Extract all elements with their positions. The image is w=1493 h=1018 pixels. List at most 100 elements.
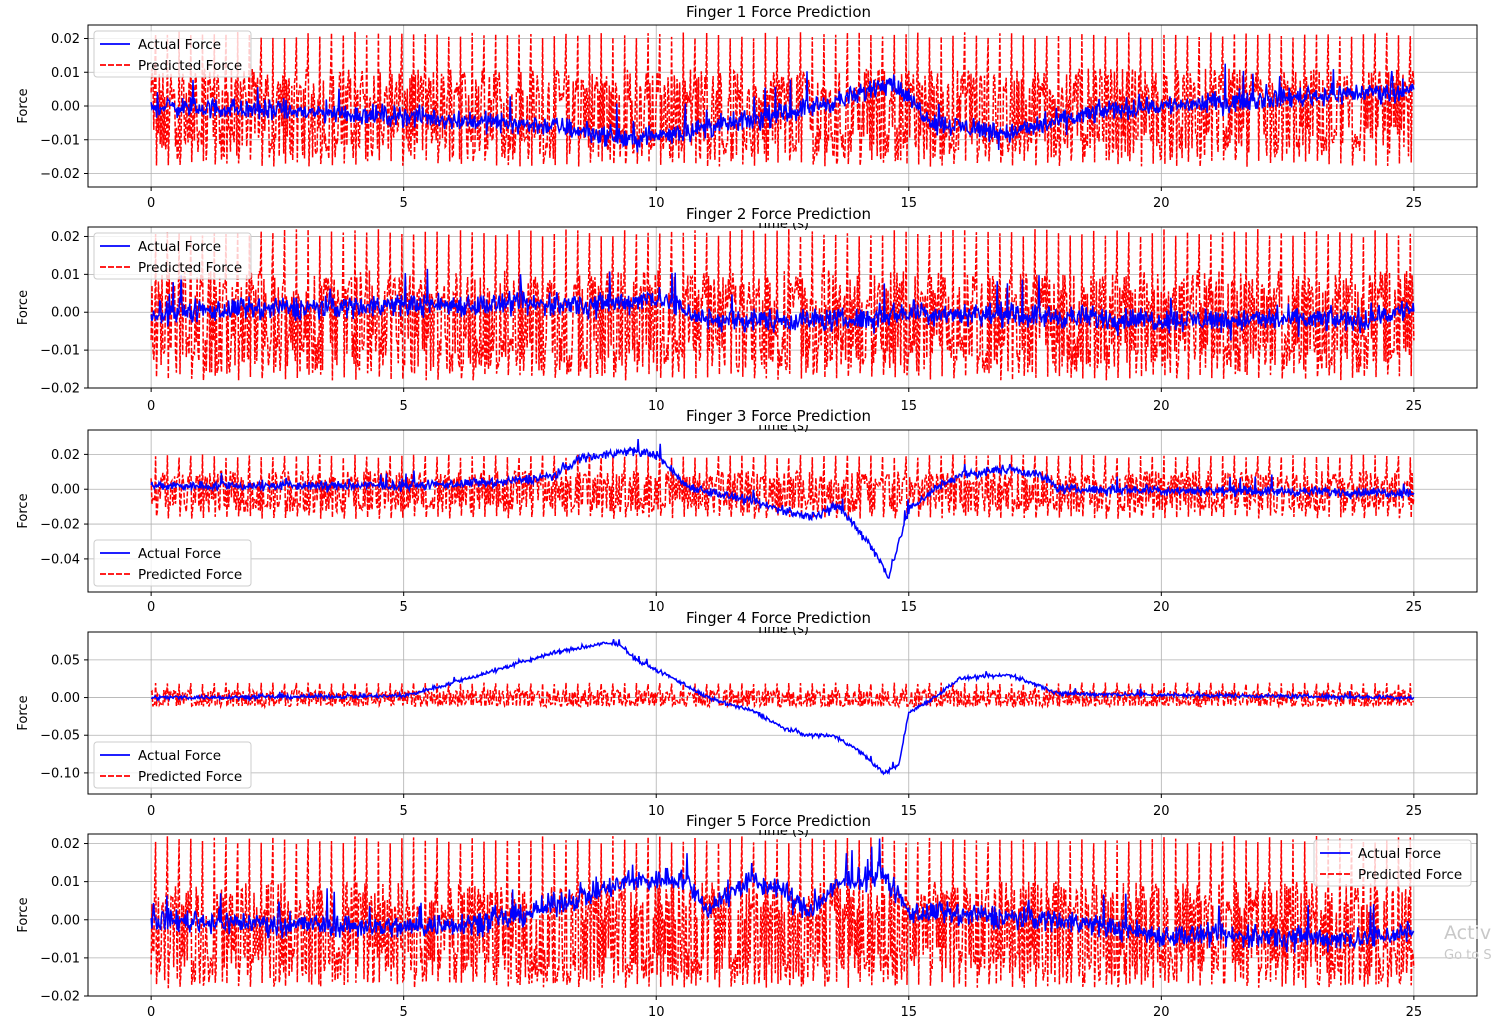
activation-watermark-sub: Go to S xyxy=(1444,948,1492,963)
y-tick-label: 0.02 xyxy=(51,448,80,463)
title-backdrop xyxy=(672,3,893,21)
legend-label: Actual Force xyxy=(138,239,221,255)
title-backdrop xyxy=(672,812,893,830)
axes-frame xyxy=(87,833,1478,997)
x-tick-label: 5 xyxy=(400,600,408,615)
actual-force-line xyxy=(150,63,1415,153)
x-tick-label: 5 xyxy=(400,804,408,819)
x-tick-label: 10 xyxy=(648,804,665,819)
x-tick-label: 25 xyxy=(1406,399,1423,414)
subplot-5: 0 5 10 15 20 25 −0.02 −0.01 0.00 0.01 0.02 Force xyxy=(16,833,1478,1018)
y-tick-label: 0.02 xyxy=(51,32,80,47)
y-tick-label: 0.00 xyxy=(51,691,80,706)
y-tick-label: −0.01 xyxy=(40,951,80,966)
x-tick-label: 25 xyxy=(1406,1005,1423,1018)
y-tick-label: 0.00 xyxy=(51,483,80,498)
subplot-overlay-1: Finger 1 Force Prediction Actual Force Pre… xyxy=(93,3,893,78)
actual-force-line xyxy=(150,438,1415,579)
x-tick-label: 25 xyxy=(1406,804,1423,819)
y-tick-label: 0.02 xyxy=(51,230,80,245)
y-tick-label: −0.05 xyxy=(40,729,80,744)
legend-label: Actual Force xyxy=(138,546,221,562)
x-tick-label: 20 xyxy=(1153,804,1170,819)
predicted-force-line xyxy=(150,454,1415,519)
y-axis-label: Force xyxy=(16,695,31,730)
y-tick-label: 0.01 xyxy=(51,66,80,81)
y-tick-label: 0.02 xyxy=(51,837,80,852)
predicted-force-line xyxy=(150,31,1415,167)
chart-title: Finger 1 Force Prediction xyxy=(686,3,871,21)
legend-label: Actual Force xyxy=(138,748,221,764)
y-tick-label: 0.00 xyxy=(51,306,80,321)
y-tick-label: 0.05 xyxy=(51,653,80,668)
x-tick-label: 20 xyxy=(1153,196,1170,211)
activation-watermark: Activ xyxy=(1444,922,1492,944)
subplot-overlay-3: Finger 3 Force Prediction Actual Force Pre… xyxy=(93,407,893,587)
plot-area xyxy=(150,639,1415,776)
legend: Actual Force Predicted Force xyxy=(93,741,252,789)
y-axis-label: Force xyxy=(16,493,31,528)
subplot-overlay-5: Finger 5 Force Prediction Actual Force Pre… xyxy=(672,812,1472,887)
legend-label: Predicted Force xyxy=(138,769,242,785)
x-tick-label: 10 xyxy=(648,399,665,414)
x-tick-label: 5 xyxy=(400,1005,408,1018)
y-axis-label: Force xyxy=(16,290,31,325)
axes-frame xyxy=(87,429,1478,593)
legend-label: Actual Force xyxy=(138,37,221,53)
legend: Actual Force Predicted Force xyxy=(93,30,252,78)
x-tick-label: 20 xyxy=(1153,1005,1170,1018)
axes-frame xyxy=(87,631,1478,795)
predicted-force-line xyxy=(150,682,1415,710)
y-tick-label: −0.02 xyxy=(40,990,80,1005)
y-tick-label: −0.02 xyxy=(40,382,80,397)
x-tick-label: 0 xyxy=(147,804,155,819)
x-tick-label: 20 xyxy=(1153,600,1170,615)
plot-area xyxy=(150,438,1415,579)
plot-area xyxy=(150,835,1415,989)
y-axis-label: Force xyxy=(16,897,31,932)
x-tick-label: 20 xyxy=(1153,399,1170,414)
x-tick-label: 0 xyxy=(147,600,155,615)
actual-force-line xyxy=(150,268,1415,341)
x-tick-label: 5 xyxy=(400,196,408,211)
x-tick-label: 0 xyxy=(147,1005,155,1018)
axes-frame xyxy=(87,226,1478,389)
actual-force-line xyxy=(150,838,1415,953)
x-tick-label: 10 xyxy=(648,196,665,211)
x-tick-label: 15 xyxy=(900,600,917,615)
subplot-overlay-4: Finger 4 Force Prediction Actual Force Pre… xyxy=(93,609,893,789)
legend: Actual Force Predicted Force xyxy=(93,539,252,587)
x-tick-label: 0 xyxy=(147,196,155,211)
legend-box xyxy=(93,232,252,280)
x-tick-label: 15 xyxy=(900,1005,917,1018)
y-tick-label: −0.02 xyxy=(40,167,80,182)
x-tick-label: 15 xyxy=(900,804,917,819)
y-tick-label: −0.10 xyxy=(40,766,80,781)
title-backdrop xyxy=(672,609,893,627)
legend-box xyxy=(93,30,252,78)
legend-label: Predicted Force xyxy=(138,567,242,583)
chart-title: Finger 4 Force Prediction xyxy=(686,609,871,627)
chart-title: Finger 3 Force Prediction xyxy=(686,407,871,425)
x-tick-label: 5 xyxy=(400,399,408,414)
x-tick-label: 10 xyxy=(648,600,665,615)
chart-title: Finger 2 Force Prediction xyxy=(686,205,871,223)
x-tick-label: 15 xyxy=(900,196,917,211)
y-axis-label: Force xyxy=(16,88,31,123)
legend: Actual Force Predicted Force xyxy=(1313,839,1472,887)
subplot-1: 0 5 10 15 20 25−0.02−0.010.000.010.02ForceTim… xyxy=(16,24,1478,232)
subplot-overlay-2: Finger 2 Force Prediction Actual Force Pre… xyxy=(93,205,893,280)
predicted-force-line xyxy=(150,835,1415,989)
y-tick-label: 0.01 xyxy=(51,268,80,283)
legend-box xyxy=(93,539,252,587)
y-tick-label: 0.00 xyxy=(51,100,80,115)
legend-label: Predicted Force xyxy=(138,58,242,74)
x-tick-label: 25 xyxy=(1406,600,1423,615)
y-tick-label: −0.02 xyxy=(40,518,80,533)
x-tick-label: 10 xyxy=(648,1005,665,1018)
actual-force-line xyxy=(150,639,1415,776)
title-backdrop xyxy=(672,205,893,223)
